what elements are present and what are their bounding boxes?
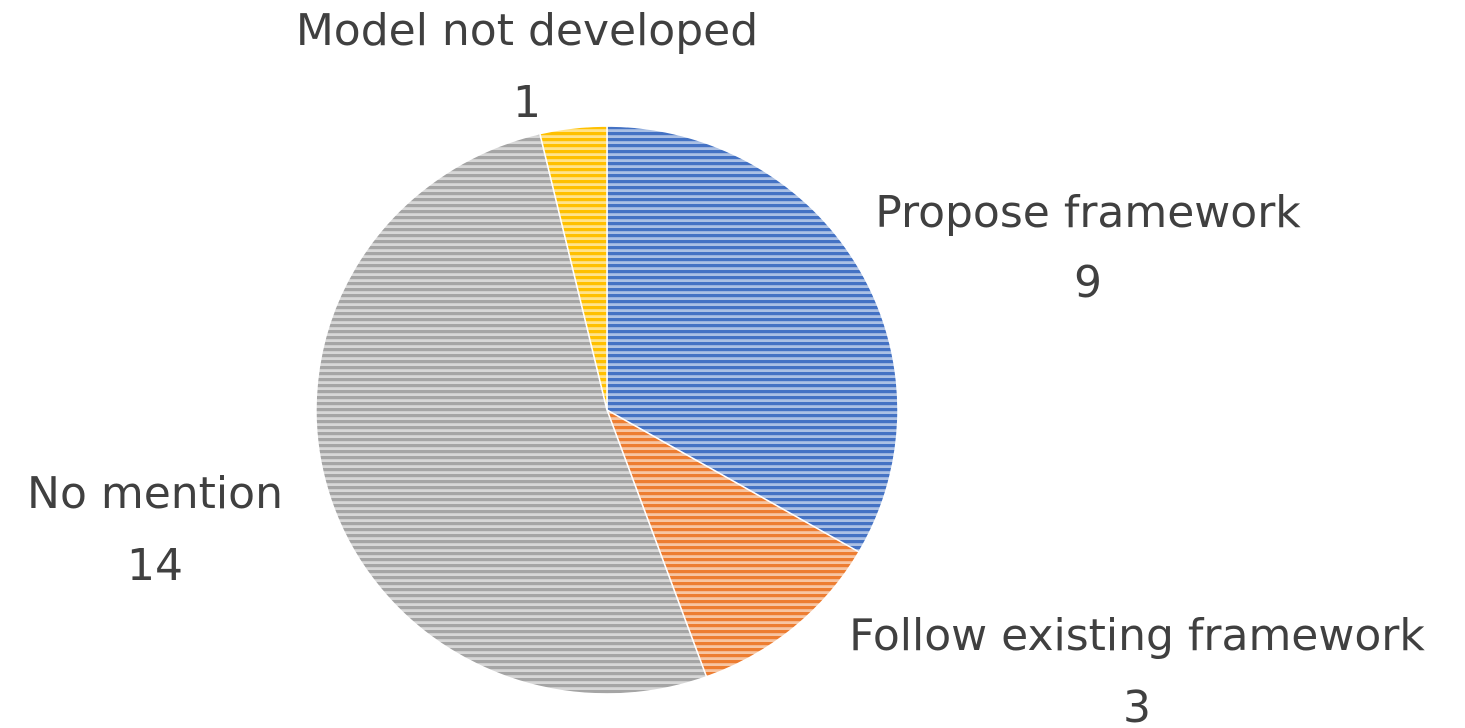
data-label-name-no-mention: No mention: [27, 468, 283, 519]
pie-slice-propose-framework: [606, 125, 899, 554]
data-label-value-propose-framework: 9: [1074, 257, 1102, 308]
labels-layer: Propose framework 9 Follow existing framew…: [27, 5, 1425, 728]
slices-layer: [315, 125, 899, 695]
pie-slice-no-mention: [315, 132, 708, 695]
pie-slice-model-not-developed: [538, 125, 608, 411]
data-label-name-model-not-developed: Model not developed: [296, 5, 758, 56]
data-label-name-propose-framework: Propose framework: [875, 187, 1301, 238]
data-label-value-model-not-developed: 1: [513, 77, 541, 128]
data-label-value-no-mention: 14: [127, 540, 183, 591]
data-label-value-follow-existing-framework: 3: [1123, 682, 1151, 728]
data-label-name-follow-existing-framework: Follow existing framework: [849, 610, 1425, 661]
pie-slice-follow-existing-framework: [605, 408, 861, 678]
